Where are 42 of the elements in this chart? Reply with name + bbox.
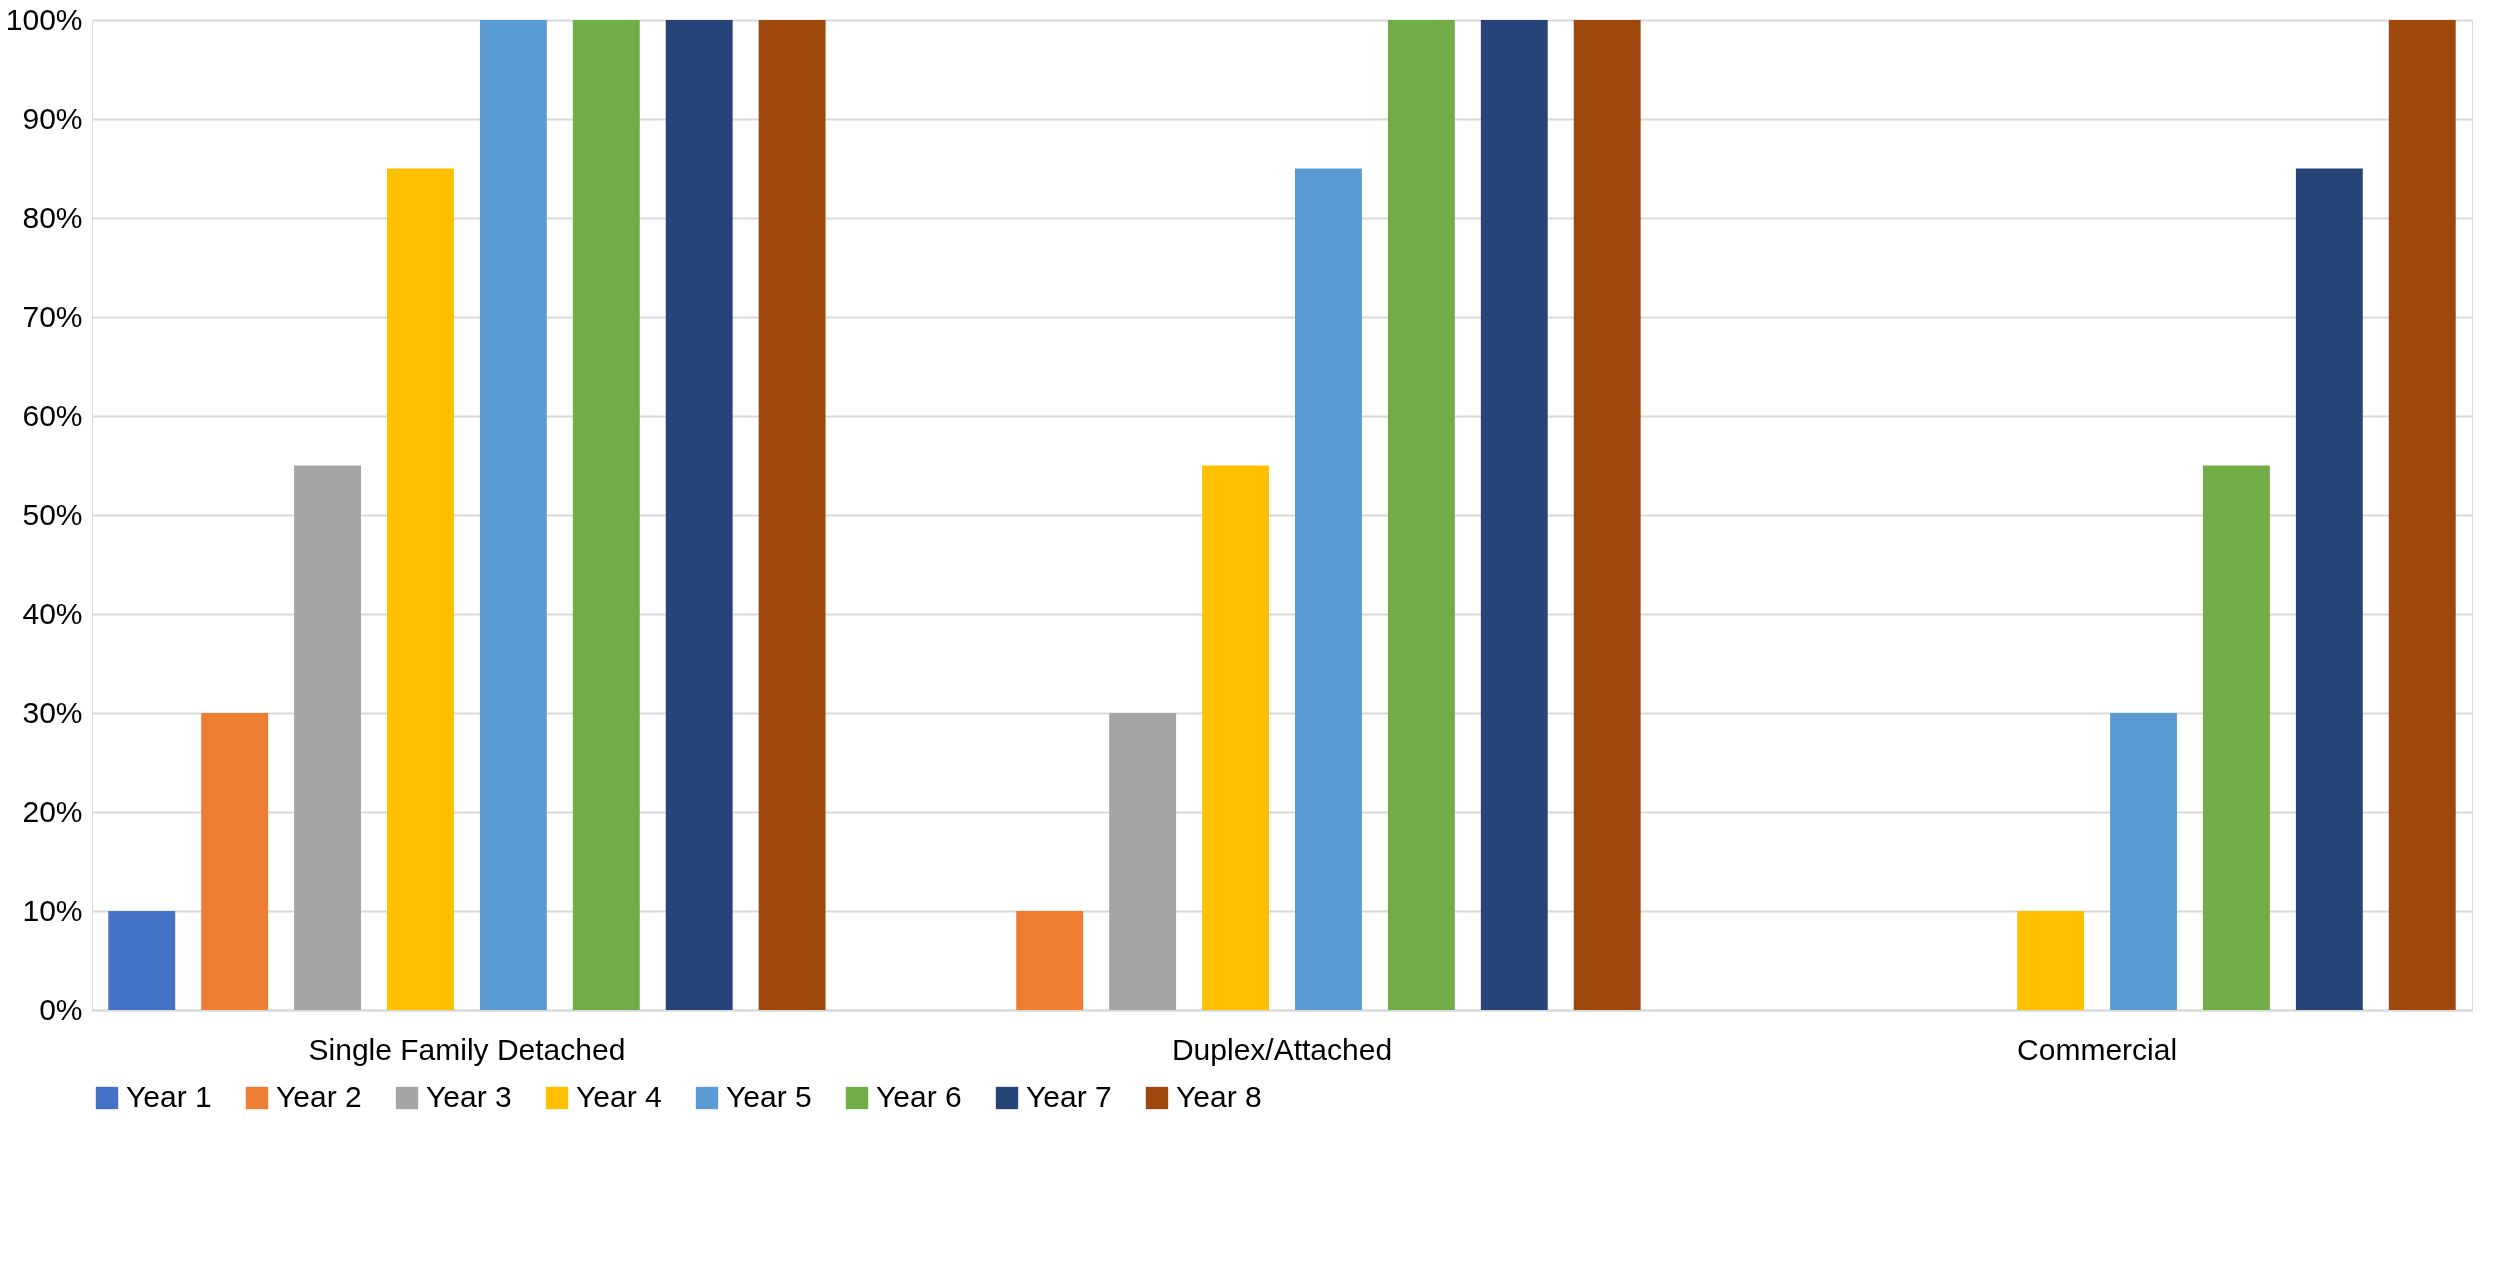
- y-tick-label: 10%: [22, 893, 83, 927]
- bar: [1573, 20, 1641, 1010]
- legend-label: Year 1: [126, 1080, 212, 1113]
- bar: [294, 465, 362, 1010]
- bar: [572, 20, 640, 1010]
- y-tick-label: 0%: [39, 992, 83, 1026]
- bar: [665, 20, 733, 1010]
- y-tick-label: 50%: [22, 497, 83, 531]
- y-tick-label: 40%: [22, 596, 83, 630]
- y-tick-label: 20%: [22, 794, 83, 828]
- bar: [387, 168, 454, 1010]
- y-tick-label: 70%: [22, 299, 83, 333]
- bar: [1109, 713, 1177, 1010]
- legend-label: Year 4: [576, 1080, 662, 1113]
- legend-label: Year 8: [1176, 1080, 1262, 1113]
- bar: [1295, 168, 1362, 1010]
- bar: [2017, 911, 2085, 1010]
- bar: [201, 713, 269, 1010]
- legend-label: Year 6: [876, 1080, 962, 1113]
- legend-label: Year 7: [1026, 1080, 1112, 1113]
- y-tick-label: 60%: [22, 398, 83, 432]
- y-tick-label: 90%: [22, 101, 83, 135]
- bar: [479, 20, 547, 1010]
- y-tick-label: 30%: [22, 695, 83, 729]
- legend-label: Year 5: [726, 1080, 812, 1113]
- y-tick-label: 80%: [22, 200, 83, 234]
- bar: [108, 911, 176, 1010]
- x-tick-label: Duplex/Attached: [1171, 1032, 1393, 1066]
- x-tick-label: Commercial: [2017, 1032, 2178, 1066]
- bar: [758, 20, 826, 1010]
- legend-label: Year 3: [426, 1080, 512, 1113]
- bar: [1480, 20, 1548, 1010]
- bar: [1387, 20, 1455, 1010]
- y-tick-label: 100%: [5, 2, 83, 36]
- legend-label: Year 2: [276, 1080, 362, 1113]
- bar: [2388, 20, 2456, 1010]
- bar: [1202, 465, 1269, 1010]
- bar: [2110, 713, 2177, 1010]
- bar: [2202, 465, 2270, 1010]
- bar: [1016, 911, 1084, 1010]
- bar: [2295, 168, 2363, 1010]
- x-tick-label: Single Family Detached: [308, 1032, 626, 1066]
